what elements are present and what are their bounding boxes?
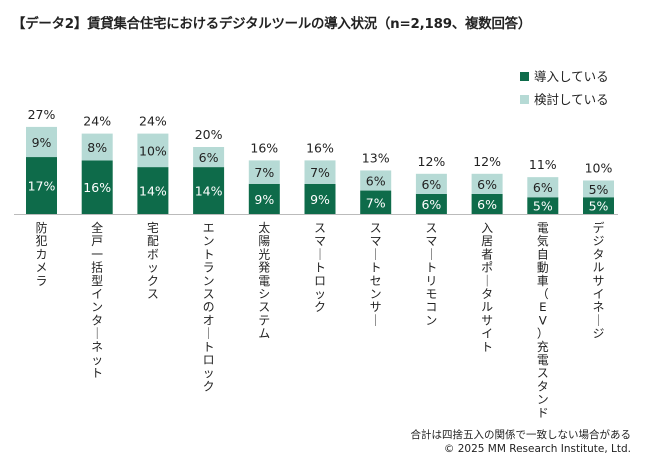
data-label-considering: 6% bbox=[533, 180, 553, 195]
bar-considering bbox=[527, 177, 559, 198]
data-label-considering: 7% bbox=[310, 165, 330, 180]
category-label: デジタルサイネ｜ジ bbox=[593, 221, 605, 341]
category-label: 全戸一括型インタ｜ネット bbox=[91, 221, 103, 380]
bar-considering bbox=[415, 173, 447, 194]
bar-introduced bbox=[193, 167, 225, 214]
chart-title: 【データ2】賃貸集合住宅におけるデジタルツールの導入状況（n=2,189、複数回… bbox=[12, 17, 532, 32]
bar-considering bbox=[304, 160, 336, 184]
footnote: 合計は四捨五入の関係で一致しない場合がある © 2025 MM Research… bbox=[411, 428, 632, 456]
bar-considering bbox=[81, 133, 113, 161]
data-label-total: 11% bbox=[529, 157, 557, 172]
category-label: 宅配ボックス bbox=[147, 221, 159, 301]
data-label-considering: 8% bbox=[87, 140, 107, 155]
bar-introduced bbox=[471, 193, 503, 214]
data-label-considering: 6% bbox=[366, 174, 386, 189]
category-label: スマ｜トセンサ｜ bbox=[370, 221, 382, 327]
category-labels: 防犯カメラ 全戸一括型インタ｜ネット 宅配ボックス エントランスのオ｜トロック 太陽光発… bbox=[36, 221, 605, 420]
data-label-introduced: 14% bbox=[195, 184, 223, 199]
data-label-total: 12% bbox=[473, 154, 501, 169]
bar-introduced bbox=[304, 183, 336, 214]
data-label-introduced: 16% bbox=[83, 180, 111, 195]
bar-considering bbox=[248, 160, 280, 184]
bar-considering bbox=[583, 180, 614, 198]
data-label-considering: 10% bbox=[139, 143, 167, 158]
bar-considering bbox=[471, 173, 503, 194]
data-label-total: 24% bbox=[139, 114, 167, 129]
legend-swatch-introduced bbox=[520, 72, 529, 81]
bar-introduced bbox=[248, 183, 280, 214]
data-label-considering: 7% bbox=[254, 165, 274, 180]
copyright: © 2025 MM Research Institute, Ltd. bbox=[443, 443, 631, 455]
category-label: エントランスのオ｜トロック bbox=[203, 221, 215, 393]
category-label: 太陽光発電システム bbox=[258, 221, 270, 341]
category-label: 電気自動車（ E V ）充電スタンド bbox=[537, 221, 549, 420]
bar-introduced bbox=[583, 197, 614, 214]
category-label: スマ｜トロック bbox=[314, 221, 326, 314]
data-label-introduced: 14% bbox=[139, 184, 167, 199]
category-label: 入居者ポ｜タルサイト bbox=[481, 221, 493, 354]
data-label-introduced: 9% bbox=[310, 192, 330, 207]
data-label-total: 10% bbox=[585, 161, 613, 176]
rounding-note: 合計は四捨五入の関係で一致しない場合がある bbox=[410, 429, 632, 441]
data-label-total: 27% bbox=[28, 107, 56, 122]
bar-introduced bbox=[415, 193, 447, 214]
data-label-considering: 6% bbox=[199, 150, 219, 165]
bar-layer: 17% 9% 27% 16% 8% 24% 14% 10% 24% 14% 6% 20% 9% 7% 16%… bbox=[14, 107, 618, 215]
data-label-introduced: 5% bbox=[533, 199, 553, 214]
data-label-considering: 5% bbox=[589, 182, 609, 197]
category-label: 防犯カメラ bbox=[36, 221, 48, 288]
legend-label-considering: 検討している bbox=[534, 92, 609, 107]
data-label-introduced: 7% bbox=[366, 195, 386, 210]
data-label-considering: 9% bbox=[32, 135, 52, 150]
data-label-total: 16% bbox=[306, 140, 334, 155]
data-label-considering: 6% bbox=[421, 177, 441, 192]
data-label-total: 13% bbox=[362, 150, 390, 165]
legend-label-introduced: 導入している bbox=[534, 69, 609, 84]
bar-considering bbox=[26, 126, 57, 158]
category-label: スマ｜トリモコン bbox=[425, 221, 437, 327]
data-label-total: 20% bbox=[195, 127, 223, 142]
data-label-introduced: 9% bbox=[254, 192, 274, 207]
data-label-total: 12% bbox=[418, 154, 446, 169]
bar-considering bbox=[137, 133, 169, 168]
data-label-introduced: 6% bbox=[477, 197, 497, 212]
bar-introduced bbox=[81, 160, 113, 214]
data-label-total: 24% bbox=[83, 114, 111, 129]
bar-considering bbox=[193, 147, 225, 168]
bar-introduced bbox=[137, 167, 169, 214]
data-label-introduced: 5% bbox=[589, 199, 609, 214]
bar-introduced bbox=[527, 197, 559, 214]
data-label-introduced: 6% bbox=[421, 197, 441, 212]
data-label-total: 16% bbox=[250, 140, 278, 155]
data-label-considering: 6% bbox=[477, 177, 497, 192]
bar-introduced bbox=[26, 157, 57, 214]
bar-introduced bbox=[360, 190, 392, 214]
bar-considering bbox=[360, 170, 392, 191]
legend-swatch-considering bbox=[520, 95, 529, 104]
data-label-introduced: 17% bbox=[28, 179, 56, 194]
